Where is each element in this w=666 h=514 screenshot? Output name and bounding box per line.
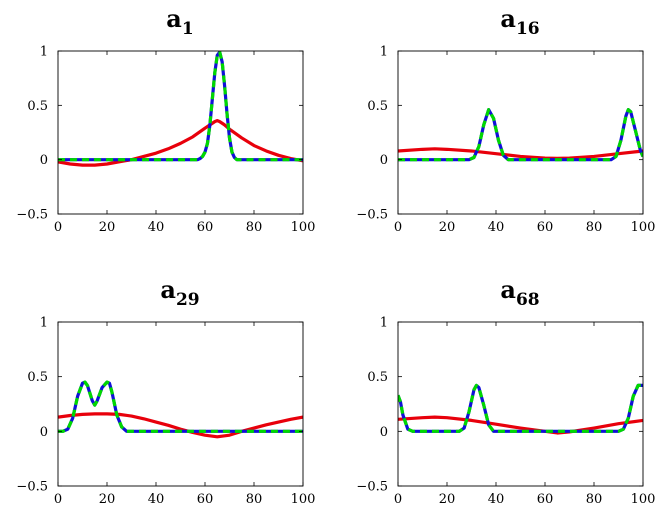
x-tick-label: 40 bbox=[488, 220, 505, 235]
series-line-2 bbox=[58, 380, 303, 433]
x-tick-label: 0 bbox=[394, 220, 402, 235]
x-tick-label: 0 bbox=[54, 220, 62, 235]
axes-frame bbox=[57, 321, 304, 487]
x-tick-label: 40 bbox=[488, 492, 505, 507]
title-subscript: 29 bbox=[176, 290, 200, 310]
x-tick-label: 0 bbox=[394, 492, 402, 507]
subplot-a68: a68 0 20 40 60 80 100 −0.5 0 0.5 1 bbox=[356, 275, 655, 507]
subplot-title: a68 bbox=[500, 275, 539, 310]
subplot-title: a1 bbox=[166, 4, 193, 39]
title-subscript: 1 bbox=[182, 19, 194, 39]
title-subscript: 68 bbox=[516, 290, 540, 310]
x-tick-label: 100 bbox=[291, 220, 316, 235]
series-group bbox=[58, 51, 303, 167]
x-tick-label: 20 bbox=[439, 492, 456, 507]
y-tick-label: −0.5 bbox=[16, 208, 48, 223]
x-tick-label: 100 bbox=[631, 492, 656, 507]
series-line-0 bbox=[58, 412, 303, 439]
x-tick-label: 80 bbox=[246, 492, 263, 507]
y-tick-label: 0.5 bbox=[27, 370, 48, 385]
axes-frame bbox=[397, 321, 644, 487]
title-subscript: 16 bbox=[516, 19, 540, 39]
x-tick-label: 100 bbox=[291, 492, 316, 507]
x-tick-label: 40 bbox=[148, 492, 165, 507]
x-tick-label: 80 bbox=[586, 220, 603, 235]
y-tick-label: 1 bbox=[40, 45, 48, 60]
y-tick-label: 0 bbox=[380, 153, 388, 168]
y-tick-label: 0 bbox=[380, 425, 388, 440]
title-letter: a bbox=[500, 275, 516, 304]
x-tick-label: 60 bbox=[537, 220, 554, 235]
axes-frame bbox=[57, 50, 304, 215]
subplot-title: a16 bbox=[500, 4, 539, 39]
y-tick-label: −0.5 bbox=[356, 208, 388, 223]
subplot-a1: a1 0 20 40 60 80 100−0.500.51 bbox=[16, 4, 315, 235]
y-tick-label: 0.5 bbox=[367, 370, 388, 385]
x-tick-label: 20 bbox=[99, 492, 116, 507]
x-tick-label: 100 bbox=[631, 220, 656, 235]
y-tick-label: −0.5 bbox=[16, 480, 48, 495]
series-line-1 bbox=[398, 108, 643, 162]
title-letter: a bbox=[160, 275, 176, 304]
x-tick-label: 60 bbox=[197, 220, 214, 235]
series-line-2 bbox=[398, 108, 643, 162]
title-letter: a bbox=[166, 4, 182, 33]
series-group bbox=[398, 108, 643, 162]
series-line-0 bbox=[398, 415, 643, 435]
y-tick-label: 0.5 bbox=[27, 99, 48, 114]
title-letter: a bbox=[500, 4, 516, 33]
series-line-2 bbox=[398, 383, 643, 433]
y-tick-label: 0.5 bbox=[367, 99, 388, 114]
y-tick-label: 1 bbox=[380, 316, 388, 331]
y-tick-label: 1 bbox=[380, 45, 388, 60]
x-tick-label: 80 bbox=[246, 220, 263, 235]
axes-frame bbox=[397, 50, 644, 215]
x-tick-label: 60 bbox=[197, 492, 214, 507]
x-tick-label: 20 bbox=[99, 220, 116, 235]
series-line-0 bbox=[398, 147, 643, 160]
y-tick-label: 0 bbox=[40, 425, 48, 440]
series-line-2 bbox=[58, 51, 303, 162]
subplot-title: a29 bbox=[160, 275, 199, 310]
series-line-0 bbox=[58, 118, 303, 167]
x-tick-label: 40 bbox=[148, 220, 165, 235]
subplot-a29: a29 0 20 40 60 80 100 −0.5 0 0.5 1 bbox=[16, 275, 315, 507]
series-group bbox=[58, 380, 303, 439]
series-group bbox=[398, 383, 643, 435]
y-tick-label: 0 bbox=[40, 153, 48, 168]
x-tick-label: 60 bbox=[537, 492, 554, 507]
y-tick-label: −0.5 bbox=[356, 480, 388, 495]
x-tick-label: 80 bbox=[586, 492, 603, 507]
subplot-a16: a16 0 20 40 60 80 100 −0.5 0 0.5 1 bbox=[356, 4, 655, 235]
x-tick-label: 0 bbox=[54, 492, 62, 507]
x-tick-label: 20 bbox=[439, 220, 456, 235]
y-tick-label: 1 bbox=[40, 316, 48, 331]
